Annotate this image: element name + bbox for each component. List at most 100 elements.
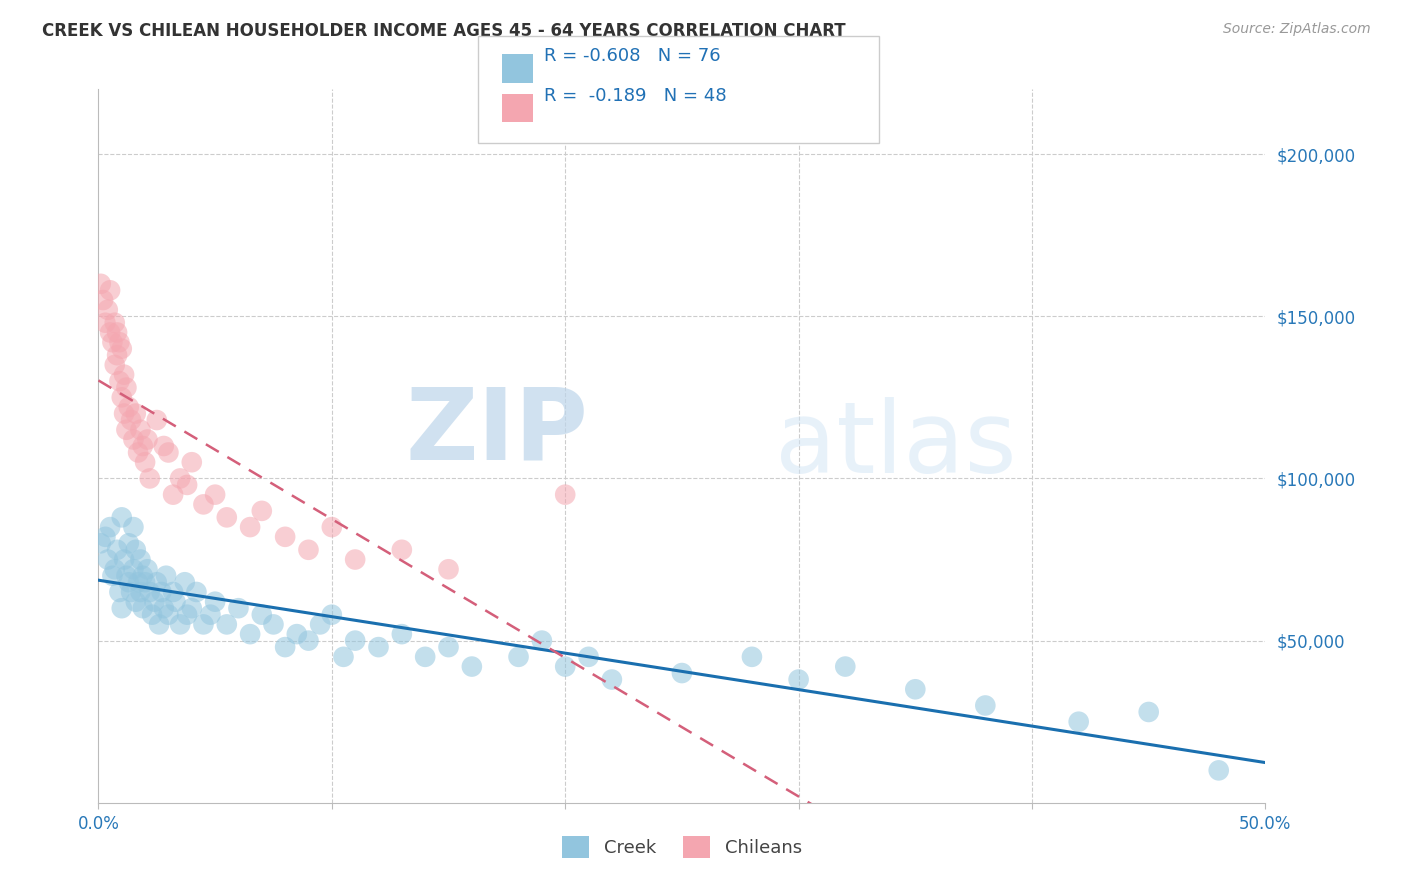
Point [146, 575, 169, 590]
Point [367, 640, 389, 654]
Point [120, 413, 142, 427]
Point [112, 407, 135, 421]
Point [104, 562, 127, 576]
Point [111, 601, 134, 615]
Point [122, 520, 145, 534]
Point [98, 326, 121, 340]
Point [155, 568, 177, 582]
Point [115, 381, 138, 395]
Point [134, 455, 156, 469]
Point [132, 601, 155, 615]
Point [437, 562, 460, 576]
Point [132, 568, 155, 582]
Point [108, 335, 131, 350]
Point [136, 433, 159, 447]
Point [105, 542, 128, 557]
Point [150, 585, 173, 599]
Point [600, 673, 623, 687]
Point [115, 568, 138, 582]
Point [91, 293, 114, 307]
Point [461, 659, 484, 673]
Point [186, 585, 208, 599]
Point [148, 617, 170, 632]
Point [309, 617, 332, 632]
Point [105, 348, 128, 362]
Point [262, 617, 284, 632]
Point [274, 640, 297, 654]
Point [297, 633, 319, 648]
Point [193, 617, 215, 632]
Point [125, 595, 148, 609]
Point [508, 649, 530, 664]
Point [285, 627, 308, 641]
Point [94, 316, 117, 330]
Point [250, 607, 273, 622]
Point [120, 585, 142, 599]
Point [101, 568, 124, 582]
Point [204, 488, 226, 502]
Point [152, 601, 174, 615]
Point [108, 585, 131, 599]
Point [176, 478, 198, 492]
Point [146, 413, 169, 427]
Point [332, 649, 354, 664]
Point [122, 562, 145, 576]
Legend: Creek, Chileans: Creek, Chileans [555, 829, 808, 865]
Point [98, 520, 121, 534]
Point [173, 575, 195, 590]
Point [136, 562, 159, 576]
Point [578, 649, 600, 664]
Point [105, 326, 128, 340]
Point [165, 595, 187, 609]
Point [391, 627, 413, 641]
Point [90, 277, 112, 291]
Point [112, 368, 135, 382]
Point [125, 407, 148, 421]
Point [200, 607, 222, 622]
Point [118, 400, 141, 414]
Point [132, 439, 155, 453]
Point [250, 504, 273, 518]
Point [111, 342, 134, 356]
Point [193, 497, 215, 511]
Point [554, 659, 576, 673]
Point [321, 520, 343, 534]
Point [97, 302, 120, 317]
Point [1208, 764, 1230, 778]
Point [129, 423, 152, 437]
Point [834, 659, 856, 673]
Point [297, 542, 319, 557]
Point [118, 536, 141, 550]
Point [215, 510, 238, 524]
Point [101, 335, 124, 350]
Point [1137, 705, 1160, 719]
Point [115, 423, 138, 437]
Point [787, 673, 810, 687]
Point [204, 595, 226, 609]
Point [141, 607, 163, 622]
Point [129, 585, 152, 599]
Point [344, 633, 367, 648]
Point [162, 585, 184, 599]
Point [129, 552, 152, 566]
Point [90, 536, 112, 550]
Point [157, 607, 180, 622]
Text: CREEK VS CHILEAN HOUSEHOLDER INCOME AGES 45 - 64 YEARS CORRELATION CHART: CREEK VS CHILEAN HOUSEHOLDER INCOME AGES… [42, 22, 846, 40]
Point [391, 542, 413, 557]
Point [104, 316, 127, 330]
Point [239, 520, 262, 534]
Point [274, 530, 297, 544]
Point [139, 471, 162, 485]
Point [108, 374, 131, 388]
Point [125, 542, 148, 557]
Point [97, 552, 120, 566]
Point [344, 552, 367, 566]
Text: atlas: atlas [775, 398, 1017, 494]
Point [127, 445, 149, 459]
Point [104, 358, 127, 372]
Point [1067, 714, 1090, 729]
Point [228, 601, 250, 615]
Point [530, 633, 553, 648]
Point [671, 666, 693, 681]
Point [112, 552, 135, 566]
